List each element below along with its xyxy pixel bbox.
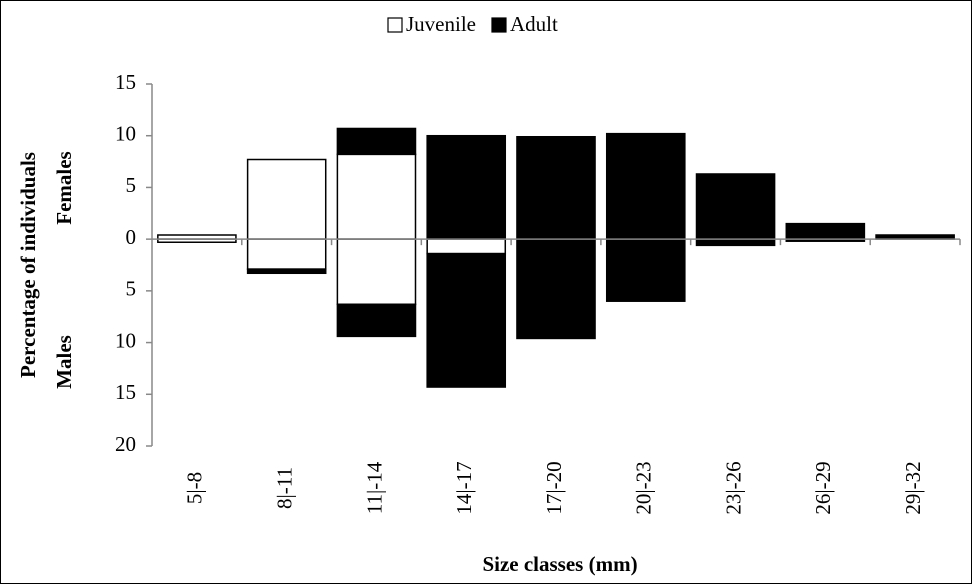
x-axis-title: Size classes (mm) <box>482 552 637 576</box>
bar-segment <box>336 127 417 156</box>
bar-segment <box>695 173 776 240</box>
bar-segment <box>336 303 417 338</box>
bar-segment <box>605 132 686 240</box>
x-tick-label: 29|-32 <box>901 461 925 514</box>
bar-segment <box>516 135 596 240</box>
y-axis-title: Percentage of individuals <box>16 152 40 378</box>
males-label: Males <box>52 335 76 389</box>
bar-segment <box>246 158 327 240</box>
bar-segment <box>785 222 866 240</box>
bar-segment <box>695 238 776 247</box>
bar-segment <box>336 153 417 240</box>
y-tick-label: 0 <box>126 225 137 249</box>
y-tick-label: 20 <box>115 432 136 456</box>
legend-label: Juvenile <box>406 12 476 36</box>
x-tick-label: 17|-20 <box>542 461 566 514</box>
y-tick-label: 5 <box>126 173 137 197</box>
bar-segment <box>246 268 327 275</box>
x-tick-label: 20|-23 <box>632 461 656 514</box>
bar-segment <box>246 238 327 270</box>
bar-segment <box>426 252 507 388</box>
y-tick-label: 10 <box>115 122 136 146</box>
legend-swatch <box>491 17 507 33</box>
bar-segment <box>426 134 507 240</box>
females-label: Females <box>52 151 76 224</box>
x-tick-label: 5|-8 <box>183 472 207 504</box>
x-tick-label: 26|-29 <box>811 461 835 514</box>
x-tick-label: 23|-26 <box>721 461 745 514</box>
y-tick-label: 15 <box>115 380 136 404</box>
legend-swatch <box>387 17 403 33</box>
y-tick-label: 5 <box>126 277 137 301</box>
x-tick-label: 8|-11 <box>272 467 296 509</box>
legend-label: Adult <box>510 12 558 36</box>
bar-segment <box>605 238 686 302</box>
x-tick-label: 14|-17 <box>452 461 476 514</box>
bar-segment <box>336 238 417 306</box>
y-tick-label: 15 <box>115 70 136 94</box>
x-tick-label: 11|-14 <box>362 461 386 514</box>
y-tick-label: 10 <box>115 328 136 352</box>
bar-segment <box>426 238 507 255</box>
bar-segment <box>516 238 596 340</box>
